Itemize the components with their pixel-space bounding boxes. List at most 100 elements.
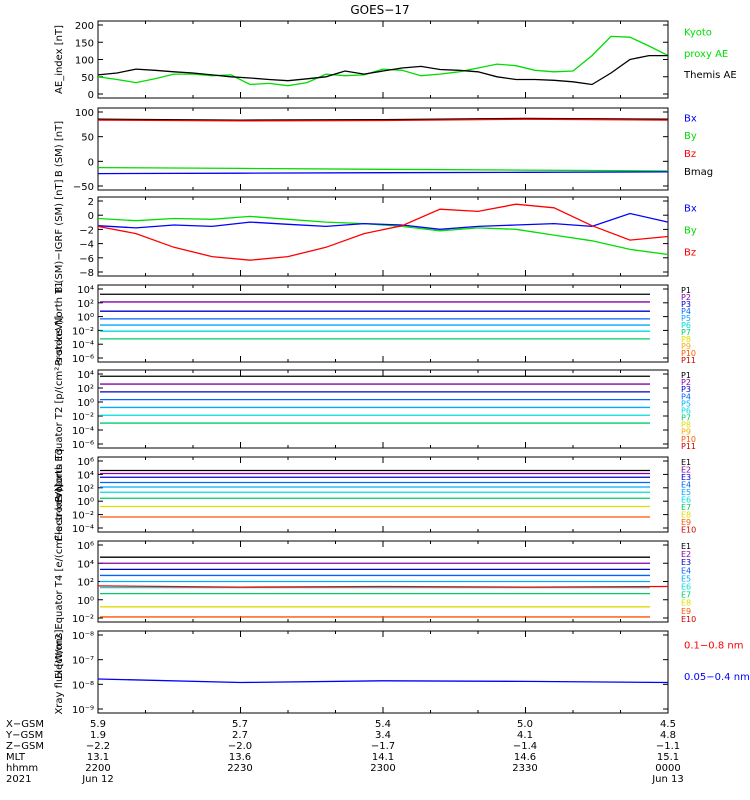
legend-entry: E5 — [681, 488, 691, 497]
time-axis-row-label: Y−GSM — [5, 730, 43, 741]
legend-entry: P11 — [681, 442, 696, 451]
legend-entry: 0.05−0.4 nm — [684, 672, 750, 683]
y-tick-label: 10⁻⁸ — [72, 680, 94, 691]
time-axis-value: −1.1 — [656, 741, 680, 752]
legend-entry: E2 — [681, 466, 691, 475]
legend-entry: Kyoto — [684, 27, 712, 38]
y-axis-label: Protons Equator T2 [p/(cm²-s-sr-keV)] — [54, 316, 65, 503]
legend-entry: P7 — [681, 328, 691, 337]
time-axis-value: 5.0 — [517, 719, 533, 730]
legend-entry: E9 — [681, 607, 691, 616]
time-axis-row-label: MLT — [6, 752, 26, 763]
time-axis-row-label: Z−GSM — [6, 741, 44, 752]
legend-entry: E1 — [681, 542, 691, 551]
legend-entry: By — [684, 226, 697, 237]
y-tick-label: −6 — [79, 254, 94, 265]
legend-entry: E5 — [681, 574, 691, 583]
y-tick-label: 150 — [75, 38, 94, 49]
y-tick-label: 50 — [81, 73, 94, 84]
series-line — [97, 215, 669, 256]
y-tick-label: 10⁴ — [77, 285, 94, 296]
legend-entry: E4 — [681, 481, 691, 490]
time-axis-row-label: 2021 — [6, 774, 31, 785]
y-tick-label: 10⁻⁶ — [72, 440, 94, 451]
y-tick-label: 10⁰ — [77, 313, 94, 324]
time-axis-value: 2300 — [370, 763, 395, 774]
legend-entry: Bmag — [684, 167, 713, 178]
y-tick-label: 10⁰ — [77, 398, 94, 409]
legend-entry: Themis AE — [683, 70, 737, 81]
legend-entry: P6 — [681, 321, 691, 330]
y-tick-label: 10⁻⁴ — [72, 426, 94, 437]
time-axis-value: 4.8 — [660, 730, 676, 741]
legend-entry: E10 — [681, 526, 696, 535]
y-tick-label: 10⁻⁶ — [72, 354, 94, 365]
time-axis-value: 5.9 — [90, 719, 106, 730]
y-tick-label: 10⁻² — [72, 614, 94, 625]
time-axis-row-label: hhmm — [6, 763, 38, 774]
time-axis-value: 3.4 — [375, 730, 391, 741]
series-line — [97, 678, 669, 684]
time-axis-value: 4.5 — [660, 719, 676, 730]
y-tick-label: 10⁰ — [77, 497, 94, 508]
panel-frame — [97, 630, 669, 714]
time-axis-value: 13.6 — [229, 752, 251, 763]
y-tick-label: 100 — [75, 56, 94, 67]
legend-entry: Bx — [684, 113, 697, 124]
y-tick-label: −8 — [79, 268, 94, 279]
legend-entry: E9 — [681, 518, 691, 527]
panel-3: 2 0 −2 −4 −6 −8 B (SM)−IGRF (SM) [nT] Bx By Bz — [54, 179, 697, 293]
time-axis-value: 14.1 — [372, 752, 394, 763]
legend-entry: E6 — [681, 496, 691, 505]
y-tick-label: 10⁴ — [77, 470, 94, 481]
time-axis-value: −2.2 — [86, 741, 110, 752]
time-axis-value: −2.0 — [228, 741, 252, 752]
time-axis-value: 5.4 — [375, 719, 391, 730]
y-axis-label: AE_index [nT] — [54, 25, 65, 94]
panel-frame — [97, 196, 669, 277]
legend-entry: 0.1−0.8 nm — [684, 640, 743, 651]
time-axis-value: 5.7 — [232, 719, 248, 730]
legend-entry: E3 — [681, 473, 691, 482]
y-tick-label: 10⁰ — [77, 596, 94, 607]
y-tick-label: −2 — [79, 225, 94, 236]
y-tick-label: 2 — [88, 197, 94, 208]
y-tick-label: 10² — [77, 299, 94, 310]
y-tick-label: 10⁻⁹ — [72, 705, 94, 716]
series-line — [97, 171, 669, 175]
time-axis-value: 1.9 — [90, 730, 106, 741]
y-tick-label: 0 — [88, 90, 94, 101]
panel-frame — [97, 284, 669, 363]
series-line — [97, 166, 669, 172]
y-tick-label: −4 — [79, 240, 94, 251]
time-axis-value: 15.1 — [657, 752, 679, 763]
y-tick-label: 100 — [75, 108, 94, 119]
legend-entry: P2 — [681, 293, 691, 302]
legend-entry: P3 — [681, 385, 691, 394]
legend-entry: Bx — [684, 204, 697, 215]
y-tick-label: 10⁴ — [77, 370, 94, 381]
y-tick-label: 10⁻⁴ — [72, 524, 94, 535]
legend-entry: E1 — [681, 458, 691, 467]
y-tick-label: 10⁶ — [77, 457, 94, 468]
legend-entry: E7 — [681, 503, 691, 512]
legend-entry: P10 — [681, 349, 696, 358]
y-tick-label: 10⁻² — [72, 511, 94, 522]
y-tick-label: 10⁻⁷ — [72, 656, 94, 667]
time-axis-value: 13.1 — [87, 752, 109, 763]
legend-entry: P8 — [681, 421, 691, 430]
time-axis-value: −1.4 — [513, 741, 537, 752]
y-axis-label: Protons North T1 — [54, 281, 65, 365]
legend-entry: P10 — [681, 435, 696, 444]
y-tick-label: 10⁻² — [72, 412, 94, 423]
time-axis-value: 2330 — [512, 763, 537, 774]
y-axis-label: Xray flux [W/m2] — [54, 629, 65, 714]
panel-frame — [97, 456, 669, 533]
y-tick-label: 10⁻⁸ — [72, 631, 94, 642]
legend-entry: P4 — [681, 392, 691, 401]
y-axis-label: Electrons North T3 — [54, 448, 65, 541]
legend-entry: E4 — [681, 566, 691, 575]
legend-entry: proxy AE — [684, 49, 728, 60]
y-axis-label: Electrons Equator T4 [e/(cm²-s-sr-keV)] — [54, 484, 65, 679]
